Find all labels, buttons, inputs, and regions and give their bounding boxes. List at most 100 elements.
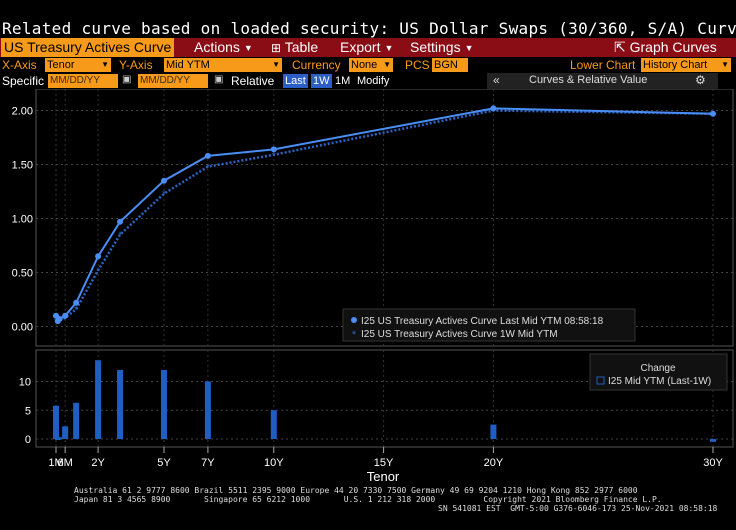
one-month-button[interactable]: 1M [335,75,351,87]
external-link-icon: ⇱ [614,39,626,55]
export-menu[interactable]: Export ▼ [340,38,393,57]
graph-curves-label: Graph Curves [629,39,717,55]
series-last-point [204,152,211,159]
settings-menu[interactable]: Settings ▼ [410,38,474,57]
series-last-point [710,110,716,117]
caret-down-icon: ▼ [243,43,253,53]
gear-icon[interactable]: ⚙ [695,73,706,87]
upper-y-tick-label: 0.00 [12,322,33,334]
caret-down-icon: ▼ [101,60,109,69]
change-bar [710,439,716,442]
actions-label: Actions [194,39,240,55]
x-axis-dropdown[interactable]: Tenor ▼ [45,58,111,72]
series-last-point [490,105,497,112]
legend-1w-label: I25 US Treasury Actives Curve 1W Mid YTM [361,329,558,340]
series-1w-point: * [162,190,166,201]
lower-legend-label: I25 Mid YTM (Last-1W) [608,376,711,387]
series-last-point [62,312,69,319]
upper-plot-frame [35,88,734,347]
x-tick-label: 10Y [264,457,284,469]
end-date-input[interactable]: MM/DD/YY [138,74,208,88]
series-last-point [56,315,63,322]
series-1w-point: * [74,305,78,316]
pcs-value: BGN [434,59,458,71]
relative-label: Relative [231,74,275,88]
x-tick-label: 30Y [703,457,723,469]
x-tick-label: 15Y [374,457,394,469]
table-button[interactable]: ⊞ Table [271,38,318,57]
axis-controls-bar: X-Axis Tenor ▼ Y-Axis Mid YTM ▼ Currency N… [0,57,736,73]
x-axis-value: Tenor [47,59,75,71]
lower-y-tick-label: 10 [19,377,31,389]
settings-label: Settings [410,39,461,55]
actions-menu[interactable]: Actions ▼ [194,38,253,57]
change-bar [490,424,497,439]
legend-last-label: I25 US Treasury Actives Curve Last Mid Y… [361,316,604,327]
lower-legend-box [589,353,728,391]
lower-chart-dropdown[interactable]: History Chart ▼ [641,58,731,72]
lower-legend-title: Change [640,363,675,374]
table-icon: ⊞ [271,41,282,55]
series-last-point [270,146,277,153]
curves-relative-value-bar: « Curves & Relative Value ⚙ [487,73,718,89]
window-title: Related curve based on loaded security: … [2,19,736,38]
change-bar [270,410,277,439]
one-week-button[interactable]: 1W [311,74,332,88]
x-axis-title: Tenor [367,469,400,484]
series-1w-point: * [96,266,100,277]
series-1w-line [56,109,714,323]
x-tick-label: 20Y [484,457,504,469]
lower-chart-label: Lower Chart [570,58,636,72]
x-axis-label: X-Axis [2,58,37,72]
series-last-point [160,177,167,184]
footer-session-line: SN 541081 EST GMT-5:00 G376-6046-173 25-… [438,504,718,513]
currency-value: None [351,59,378,71]
change-bar [56,437,63,439]
specific-label: Specific [2,74,45,88]
change-bar [54,439,61,440]
lower-y-tick-label: 0 [25,434,31,446]
calendar-icon[interactable]: ▣ [214,74,224,85]
calendar-icon[interactable]: ▣ [122,74,132,85]
upper-y-tick-label: 0.50 [12,268,33,280]
legend-last-marker [351,317,357,323]
graph-curves-button[interactable]: ⇱ Graph Curves [614,38,717,57]
footer: Australia 61 2 9777 8600 Brazil 5511 239… [0,486,736,530]
last-button[interactable]: Last [283,74,308,88]
caret-down-icon: ▼ [384,43,394,53]
upper-y-tick-label: 2.00 [12,106,33,118]
change-bar [160,370,167,439]
x-tick-label: 2Y [91,457,105,469]
change-bar [73,402,80,439]
x-tick-label: 5Y [157,457,171,469]
pcs-field[interactable]: BGN [432,58,468,72]
panel-title: Curves & Relative Value [529,74,648,86]
upper-y-tick-label: 1.00 [12,214,33,226]
series-1w-point: * [491,107,495,118]
series-1w-point: * [63,314,67,325]
currency-dropdown[interactable]: None ▼ [349,58,393,72]
curve-selector-dropdown[interactable]: US Treasury Actives Curve [1,38,175,57]
start-date-input[interactable]: MM/DD/YY [48,74,118,88]
caret-down-icon: ▼ [721,60,729,69]
curve-selector-label: US Treasury Actives Curve [4,39,172,55]
change-bar [204,381,211,439]
series-1w-point: * [272,151,276,162]
modify-button[interactable]: Modify [357,75,390,87]
y-axis-dropdown[interactable]: Mid YTM ▼ [164,58,282,72]
title-bar: Related curve based on loaded security: … [0,0,736,38]
y-axis-label: Y-Axis [119,58,153,72]
change-bar [53,405,59,439]
lower-legend-marker [596,376,605,385]
legend-1w-marker: * [352,329,357,341]
y-axis-value: Mid YTM [166,59,210,71]
table-label: Table [284,39,319,55]
upper-legend-box [342,308,636,342]
collapse-icon[interactable]: « [493,73,500,87]
series-last-point [95,253,102,260]
x-tick-label: 1M [48,457,63,469]
pcs-label: PCS [405,58,430,72]
export-label: Export [340,39,381,55]
